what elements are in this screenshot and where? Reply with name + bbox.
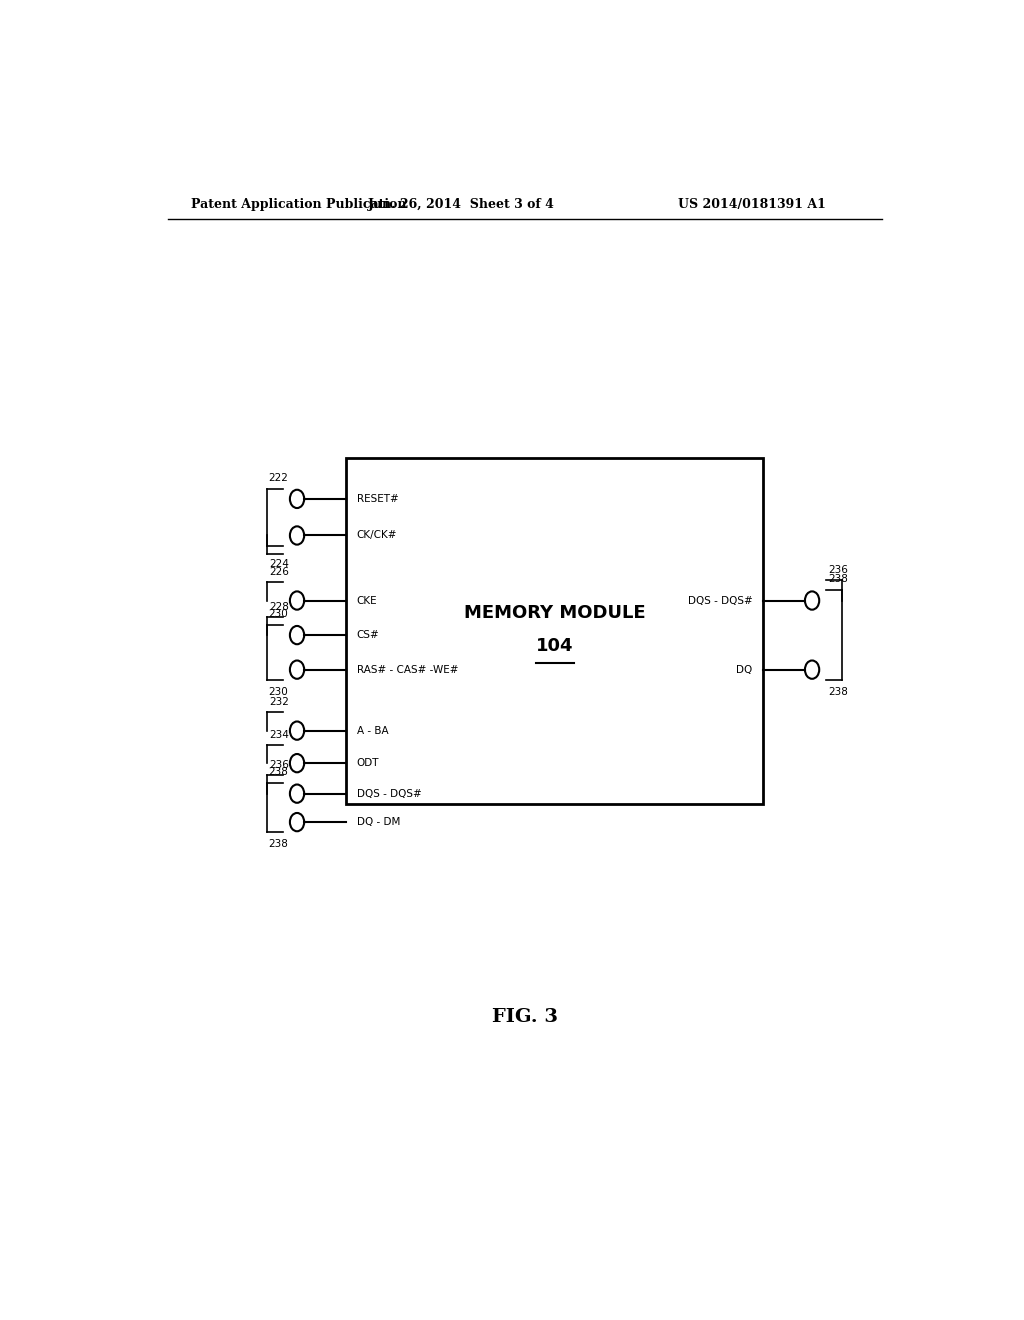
Text: 230: 230 <box>268 686 288 697</box>
Text: US 2014/0181391 A1: US 2014/0181391 A1 <box>679 198 826 211</box>
Text: A - BA: A - BA <box>356 726 388 735</box>
Text: 238: 238 <box>828 686 848 697</box>
Text: RESET#: RESET# <box>356 494 398 504</box>
Text: 104: 104 <box>536 638 573 655</box>
Text: Patent Application Publication: Patent Application Publication <box>191 198 407 211</box>
Text: ODT: ODT <box>356 758 379 768</box>
Text: DQS - DQS#: DQS - DQS# <box>688 595 753 606</box>
Text: 226: 226 <box>269 568 289 577</box>
Text: 224: 224 <box>269 558 289 569</box>
Text: 228: 228 <box>269 602 289 611</box>
Text: FIG. 3: FIG. 3 <box>492 1008 558 1026</box>
Text: DQS - DQS#: DQS - DQS# <box>356 788 421 799</box>
Text: DQ: DQ <box>736 665 753 675</box>
Text: MEMORY MODULE: MEMORY MODULE <box>464 603 645 622</box>
Text: 222: 222 <box>268 473 289 483</box>
Text: 238: 238 <box>268 767 289 777</box>
Text: 238: 238 <box>268 840 289 849</box>
Text: 230: 230 <box>268 609 288 619</box>
Text: CKE: CKE <box>356 595 377 606</box>
Text: CS#: CS# <box>356 630 379 640</box>
Text: 232: 232 <box>269 697 289 708</box>
Text: CK/CK#: CK/CK# <box>356 531 397 540</box>
Text: 234: 234 <box>269 730 289 739</box>
Text: Jun. 26, 2014  Sheet 3 of 4: Jun. 26, 2014 Sheet 3 of 4 <box>368 198 555 211</box>
Text: DQ - DM: DQ - DM <box>356 817 400 828</box>
Text: 238: 238 <box>828 574 848 585</box>
Bar <box>346 458 763 804</box>
Text: 236: 236 <box>828 565 848 576</box>
Text: 236: 236 <box>269 760 289 771</box>
Text: RAS# - CAS# -WE#: RAS# - CAS# -WE# <box>356 665 458 675</box>
